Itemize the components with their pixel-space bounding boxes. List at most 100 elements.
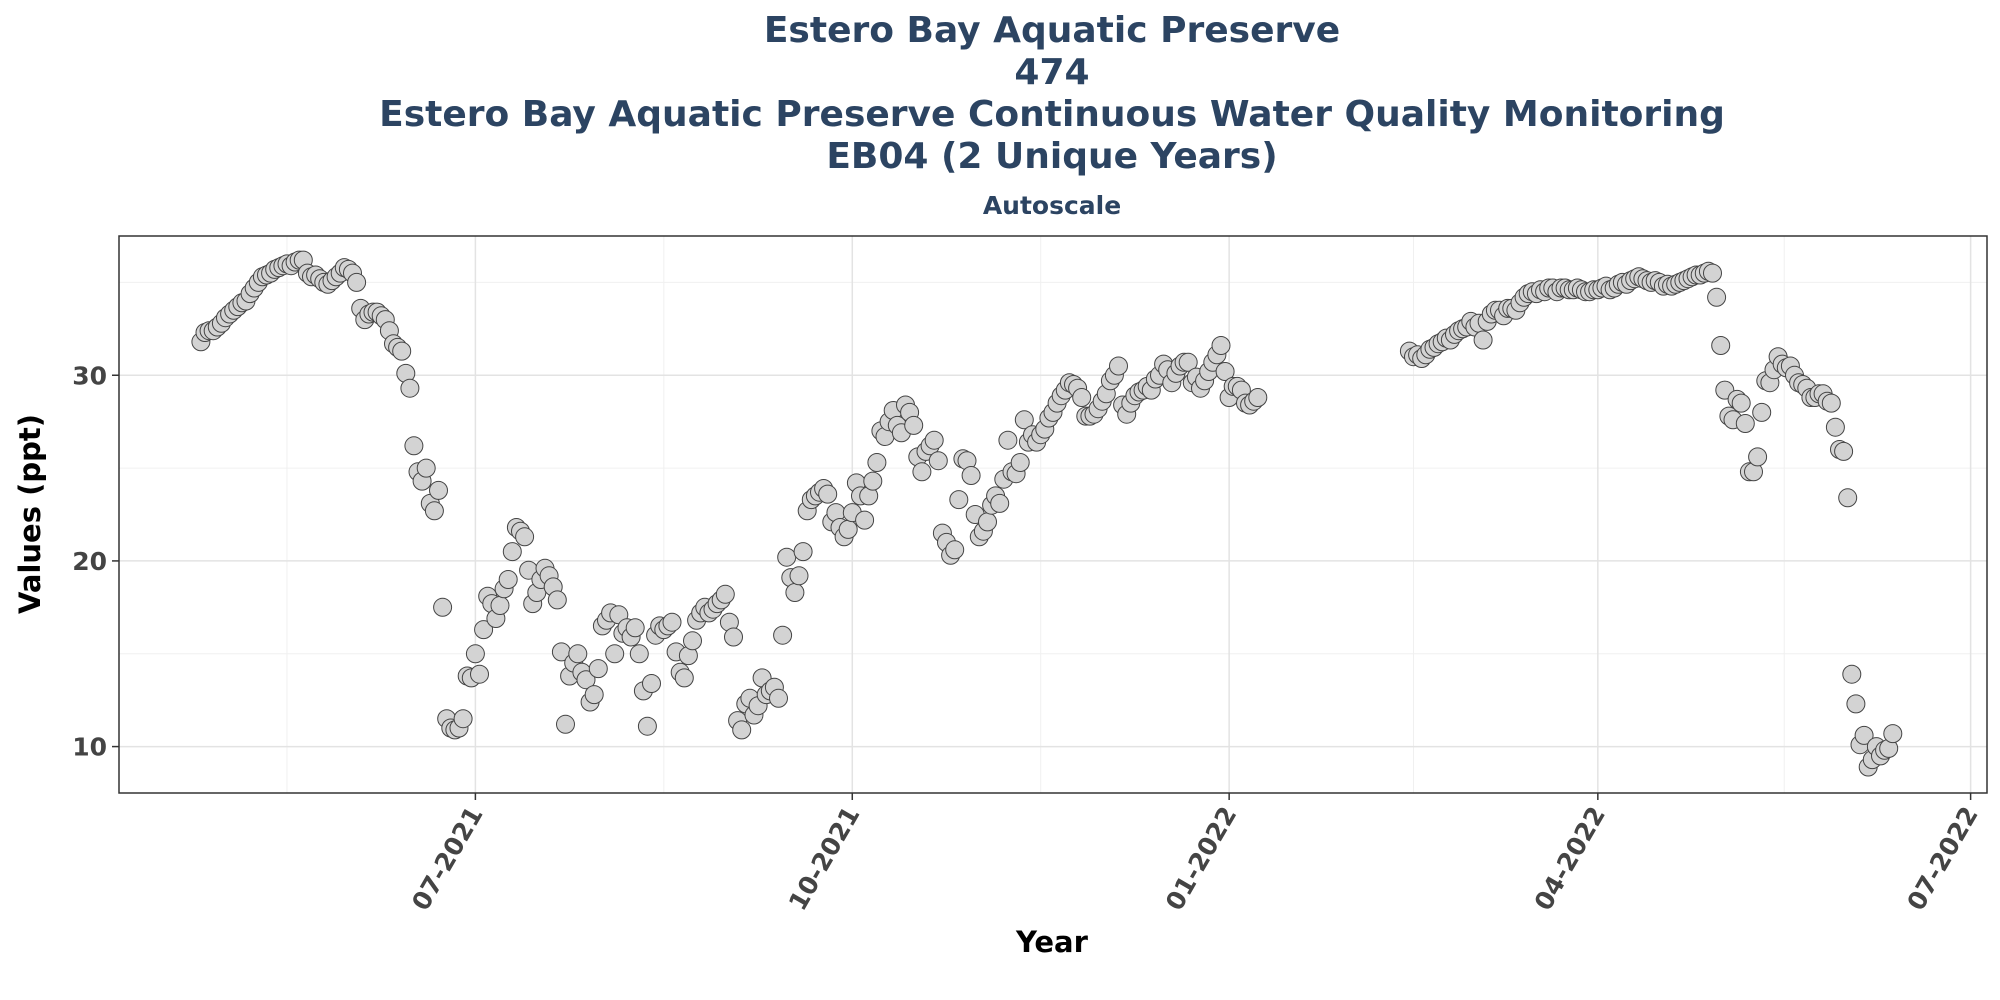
data-point [1731,393,1751,413]
data-point [674,668,694,688]
data-point [347,272,367,292]
data-point [683,631,702,651]
data-point [863,471,883,491]
data-point [818,484,838,504]
data-point [568,644,588,664]
data-point [392,341,412,361]
data-point [662,612,682,632]
x-tick-label: 07-2021 [406,802,488,916]
data-point [1707,287,1727,307]
data-point [912,462,932,482]
data-point [433,597,453,617]
data-point [1010,453,1030,472]
x-tick-label: 10-2021 [783,802,865,916]
data-point [1211,336,1231,355]
data-point [777,547,797,567]
data-point [498,570,518,589]
data-point [584,685,604,705]
data-point [465,644,485,664]
data-point [1834,441,1854,461]
chart-subtitle: Autoscale [983,191,1121,220]
data-point [1846,694,1866,714]
title-line-1: Estero Bay Aquatic Preserve [764,10,1340,51]
data-point [1248,388,1268,407]
data-point [556,714,575,734]
data-point [732,720,752,740]
data-point [978,512,997,532]
data-point [474,620,494,640]
y-axis-ticks: 10 20 30 [72,361,119,762]
data-point [715,584,735,604]
data-point [855,510,875,530]
data-point [642,674,661,693]
data-point [793,542,813,562]
x-axis-title: Year [1015,925,1089,959]
data-point [1735,414,1755,433]
data-point [576,670,596,690]
data-point [961,466,981,485]
data-point [1825,417,1845,437]
title-line-2: 474 [1014,52,1089,93]
data-point [1748,447,1768,467]
data-point [945,540,965,560]
data-point [404,436,424,456]
data-point [1215,362,1235,381]
data-point [1014,410,1034,430]
data-point [769,688,788,708]
y-axis-title: Values (ppt) [13,414,47,614]
data-point [1838,488,1858,508]
data-point [515,527,535,547]
data-point [1109,356,1128,376]
data-point [990,493,1010,513]
data-point [904,415,924,435]
y-tick-label: 30 [72,361,107,390]
data-point [605,644,625,664]
data-point [424,501,444,521]
data-points [191,250,1903,777]
data-point [789,566,809,586]
data-point [1883,724,1903,744]
x-tick-label: 04-2022 [1529,802,1611,916]
data-point [724,627,743,647]
y-tick-label: 10 [72,733,107,762]
data-point [547,590,567,610]
data-point [1072,388,1092,407]
data-point [785,583,805,602]
data-point [1842,664,1862,684]
data-point [1178,352,1198,372]
data-point [838,519,858,539]
data-point [490,596,510,615]
data-point [453,709,473,729]
plot-border [118,235,1988,794]
data-point [773,625,793,645]
title-line-3: Estero Bay Aquatic Preserve Continuous W… [379,94,1725,135]
data-point [625,618,645,638]
data-point [400,378,420,398]
data-point [588,659,608,679]
x-axis-ticks: 07-2021 10-2021 01-2022 04-2022 07-2022 [406,793,1984,915]
title-line-4: EB04 (2 Unique Years) [826,136,1277,177]
data-point [637,716,657,736]
data-point [429,480,448,500]
x-tick-label: 07-2022 [1901,802,1983,916]
plot-panel [119,236,1987,793]
data-point [924,430,944,450]
data-point [1473,330,1493,350]
data-point [867,453,887,472]
data-point [1703,263,1722,283]
data-point [1752,402,1772,422]
x-tick-label: 01-2022 [1160,802,1242,916]
data-point [1821,393,1841,413]
y-tick-label: 20 [72,547,107,576]
chart-title: Estero Bay Aquatic Preserve 474 Estero B… [379,10,1725,177]
data-point [629,644,649,664]
data-point [416,458,436,478]
data-point [949,490,969,510]
data-point [998,430,1018,450]
data-point [502,542,522,562]
data-point [470,664,489,684]
data-point [1854,725,1874,745]
data-point [928,451,948,471]
data-point [1711,336,1731,355]
